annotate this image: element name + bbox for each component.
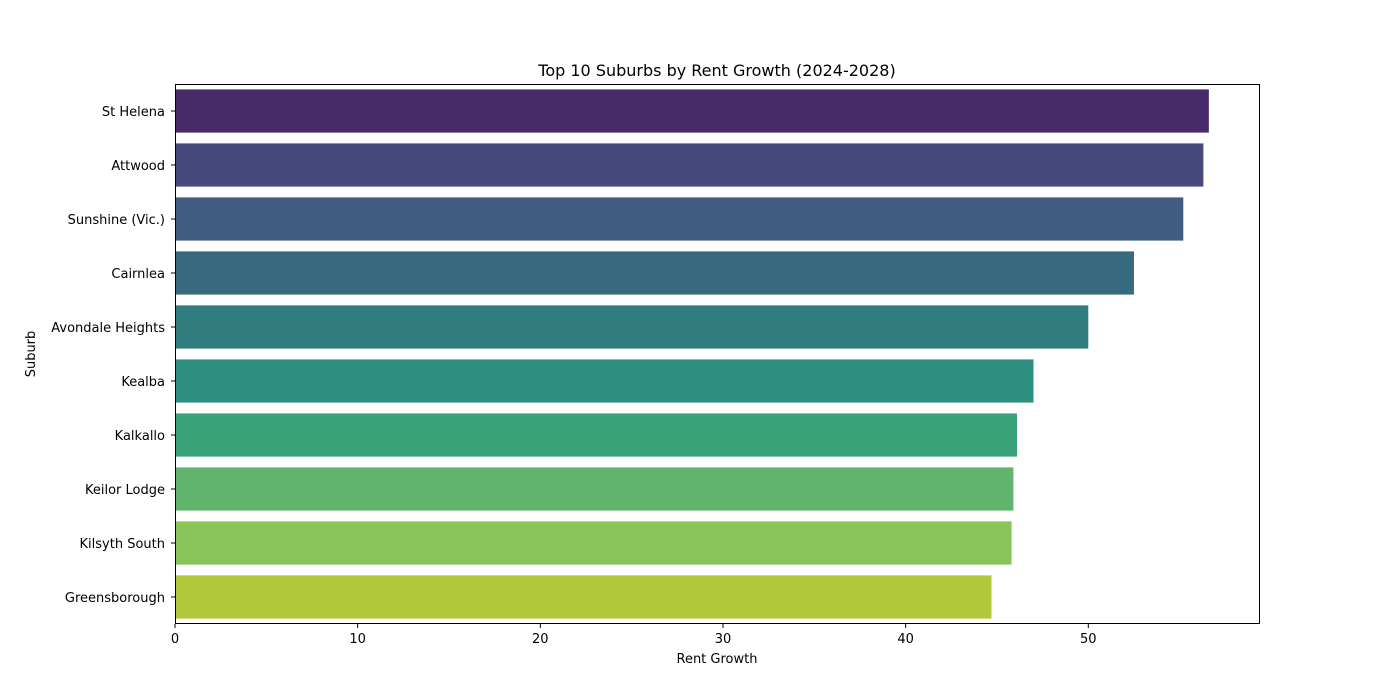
chart-title: Top 10 Suburbs by Rent Growth (2024-2028… bbox=[537, 61, 895, 80]
bar bbox=[175, 575, 992, 619]
bar bbox=[175, 467, 1014, 511]
y-tick-label: Keilor Lodge bbox=[85, 483, 165, 498]
x-tick-label: 10 bbox=[349, 632, 366, 647]
y-tick-label: Attwood bbox=[111, 159, 165, 174]
x-tick-label: 0 bbox=[171, 632, 179, 647]
x-tick-label: 40 bbox=[897, 632, 914, 647]
y-axis-label: Suburb bbox=[24, 331, 39, 378]
bar bbox=[175, 143, 1204, 187]
y-tick-labels: St Helena Attwood Sunshine (Vic.) Cairnlea A… bbox=[51, 105, 175, 606]
x-tick-label: 30 bbox=[715, 632, 732, 647]
y-tick-label: Cairnlea bbox=[111, 267, 165, 282]
bar bbox=[175, 359, 1034, 403]
y-tick-label: Kalkallo bbox=[115, 429, 165, 444]
x-ticks: 0 10 20 30 40 50 bbox=[171, 624, 1097, 647]
x-axis-label: Rent Growth bbox=[677, 652, 758, 667]
bar bbox=[175, 521, 1012, 565]
y-tick-label: Greensborough bbox=[65, 591, 165, 606]
plot-frame bbox=[175, 84, 1260, 624]
y-tick-label: Kilsyth South bbox=[80, 537, 165, 552]
y-tick-label: Sunshine (Vic.) bbox=[68, 213, 165, 228]
bar bbox=[175, 251, 1134, 295]
y-tick-label: Kealba bbox=[121, 375, 165, 390]
bar bbox=[175, 413, 1018, 457]
bars-group bbox=[175, 89, 1209, 619]
y-tick-label: Avondale Heights bbox=[51, 321, 165, 336]
bar bbox=[175, 89, 1209, 133]
x-tick-label: 50 bbox=[1080, 632, 1097, 647]
y-tick-label: St Helena bbox=[102, 105, 165, 120]
bar bbox=[175, 197, 1184, 241]
bar bbox=[175, 305, 1089, 349]
x-tick-label: 20 bbox=[532, 632, 549, 647]
